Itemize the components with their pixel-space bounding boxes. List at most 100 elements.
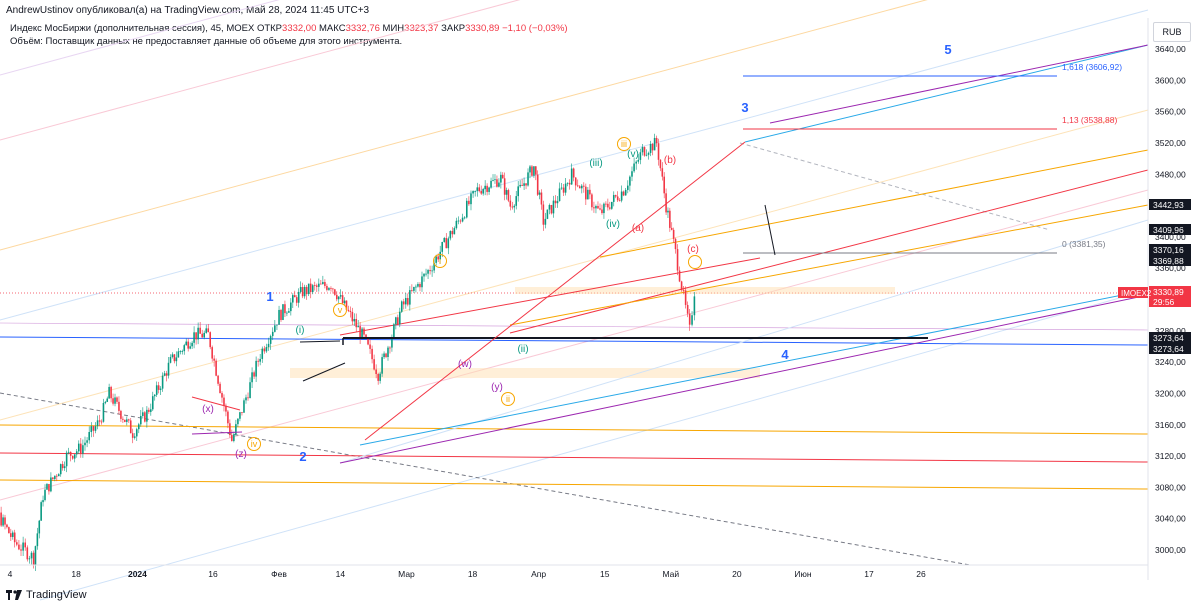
candle-body	[383, 353, 385, 358]
candle-body	[591, 194, 593, 208]
candle-body	[544, 218, 547, 225]
candle-body	[328, 288, 330, 290]
candle-body	[511, 206, 514, 208]
fib-label: 1,618 (3606,92)	[1062, 62, 1122, 72]
candle-body	[560, 187, 563, 189]
wave-label: (iii)	[589, 158, 602, 169]
candle-body	[11, 532, 14, 537]
candle-body	[157, 385, 160, 390]
candle-body	[490, 180, 492, 188]
candle-body	[22, 542, 24, 551]
triangle-line	[191, 396, 241, 411]
candle-body	[624, 189, 627, 196]
price-tag-label: 3273,64	[1153, 333, 1184, 343]
candle-body	[682, 290, 685, 291]
price-tag-bg	[1149, 332, 1191, 343]
candle-body	[241, 412, 243, 413]
x-tick-label: Июн	[794, 569, 811, 579]
candle-body	[455, 220, 458, 229]
candle-body	[411, 290, 413, 291]
candle-body	[550, 205, 553, 214]
ohlc-legend: Индекс МосБиржи (дополнительная сессия),…	[10, 23, 568, 34]
y-tick-label: 3240,00	[1155, 357, 1186, 367]
candle-body	[564, 183, 567, 193]
candle-body	[171, 354, 174, 357]
candle-body	[607, 203, 609, 208]
background-drawings	[0, 0, 1149, 601]
tradingview-logo-icon	[6, 590, 22, 600]
wave-line	[364, 141, 746, 441]
candle-body	[688, 313, 691, 325]
wave-label: iii	[621, 139, 627, 149]
wave-circle	[333, 303, 347, 317]
high-value: 3332,76	[345, 23, 380, 34]
candle-body	[195, 332, 197, 340]
candle-body	[447, 238, 450, 249]
candle-body	[110, 386, 112, 399]
candle-body	[641, 147, 644, 153]
channel-line	[0, 9, 1149, 321]
candle-body	[347, 309, 350, 311]
y-tick-label: 3360,00	[1155, 263, 1186, 273]
wave-label: (i)	[296, 325, 305, 336]
candle-body	[431, 270, 433, 272]
candle-body	[199, 327, 201, 334]
candle-body	[114, 397, 116, 404]
candle-body	[229, 423, 231, 436]
candle-body	[167, 362, 170, 376]
candle-body	[187, 341, 189, 349]
candle-body	[614, 195, 617, 197]
candle-body	[529, 166, 531, 173]
candle-body	[486, 185, 488, 192]
candle-body	[159, 388, 162, 390]
symbol-name[interactable]: Индекс МосБиржи (дополнительная сессия),…	[10, 23, 255, 34]
candle-body	[221, 393, 223, 398]
candle-body	[373, 359, 375, 370]
candle-body	[496, 179, 498, 187]
candle-body	[28, 558, 31, 560]
candle-body	[381, 357, 383, 374]
candle-body	[355, 318, 358, 328]
candlestick-series	[0, 133, 696, 571]
candle-body	[267, 343, 270, 348]
candle-body	[100, 421, 103, 423]
candle-body	[457, 220, 460, 222]
candle-body	[217, 375, 219, 384]
candle-body	[334, 289, 336, 295]
candle-body	[425, 273, 427, 275]
candle-body	[576, 185, 579, 187]
candle-body	[605, 203, 607, 205]
low-value: 3323,37	[404, 23, 439, 34]
candle-body	[365, 334, 367, 338]
wave-label: (a)	[632, 223, 644, 234]
candle-body	[472, 191, 474, 194]
candle-body	[572, 168, 575, 178]
candle-body	[165, 373, 168, 376]
currency-selector[interactable]: RUB	[1153, 22, 1191, 42]
brand-name: TradingView	[26, 589, 87, 601]
channel-line	[39, 289, 1149, 601]
candle-body	[395, 317, 397, 325]
candle-body	[251, 372, 253, 383]
candle-body	[570, 168, 573, 185]
candle-body	[150, 409, 152, 412]
wave-circle	[501, 392, 515, 406]
candle-body	[290, 302, 292, 312]
candle-body	[680, 281, 683, 291]
candle-body	[505, 190, 508, 195]
candle-body	[88, 432, 90, 441]
trend-line-dashed	[0, 392, 971, 566]
candle-body	[554, 200, 557, 204]
channel-line	[0, 0, 928, 251]
candle-body	[421, 276, 423, 288]
wave-circle	[433, 254, 447, 268]
candle-body	[379, 373, 381, 381]
candle-body	[361, 328, 363, 338]
overlay-drawings: 1,618 (3606,92) 1,13 (3538,88) 0 (3381,35)	[191, 62, 1122, 441]
candle-body	[305, 286, 308, 295]
candle-body	[515, 196, 518, 206]
candle-body	[225, 405, 227, 412]
price-tag-bg	[1149, 224, 1191, 235]
candle-body	[102, 402, 105, 422]
